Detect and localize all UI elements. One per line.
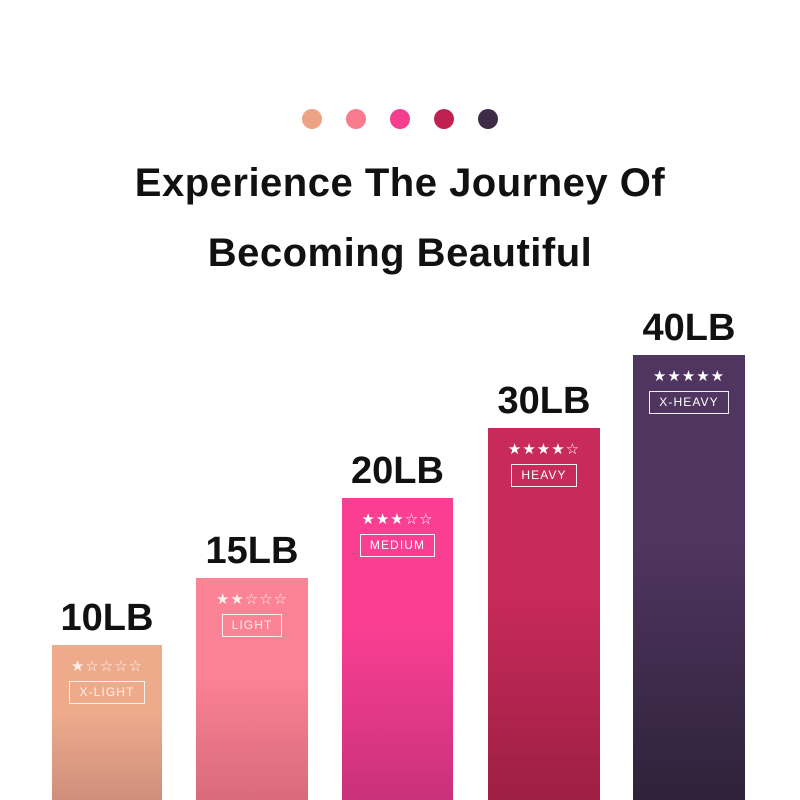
bar-badge: ★☆☆☆☆ X-LIGHT xyxy=(52,659,162,704)
dot-medium xyxy=(390,109,410,129)
headline-line-1: Experience The Journey Of xyxy=(134,161,666,205)
bar-badge: ★★☆☆☆ LIGHT xyxy=(196,592,308,637)
dot-light xyxy=(346,109,366,129)
bar-group-medium: 20LB ★★★☆☆ MEDIUM xyxy=(342,438,453,800)
level-label: X-LIGHT xyxy=(69,681,145,704)
bar-badge: ★★★☆☆ MEDIUM xyxy=(342,512,453,557)
bar-badge: ★★★★★ X-HEAVY xyxy=(633,369,745,414)
bar-group-x-heavy: 40LB ★★★★★ X-HEAVY xyxy=(633,295,745,800)
page-title: Experience The Journey Of Becoming Beaut… xyxy=(0,148,800,288)
bar-x-heavy: ★★★★★ X-HEAVY xyxy=(633,355,745,800)
bar-weight-label: 30LB xyxy=(497,380,591,422)
dot-heavy xyxy=(434,109,454,129)
star-rating-icon: ★★★★☆ xyxy=(507,441,581,458)
star-rating-icon: ★☆☆☆☆ xyxy=(70,658,144,675)
bar-heavy: ★★★★☆ HEAVY xyxy=(488,428,600,800)
bar-group-x-light: 10LB ★☆☆☆☆ X-LIGHT xyxy=(52,585,162,800)
bar-weight-label: 20LB xyxy=(351,450,444,492)
bar-light: ★★☆☆☆ LIGHT xyxy=(196,578,308,800)
star-rating-icon: ★★★★★ xyxy=(652,368,726,385)
bar-group-heavy: 30LB ★★★★☆ HEAVY xyxy=(488,368,600,800)
level-label: HEAVY xyxy=(511,464,577,487)
level-label: X-HEAVY xyxy=(649,391,729,414)
dot-x-heavy xyxy=(478,109,498,129)
bar-weight-label: 40LB xyxy=(642,307,736,349)
bar-weight-label: 10LB xyxy=(60,597,154,639)
bar-badge: ★★★★☆ HEAVY xyxy=(488,442,600,487)
star-rating-icon: ★★☆☆☆ xyxy=(215,591,289,608)
star-rating-icon: ★★★☆☆ xyxy=(361,511,434,528)
bar-x-light: ★☆☆☆☆ X-LIGHT xyxy=(52,645,162,800)
color-swatch-row xyxy=(0,108,800,130)
headline-line-2: Becoming Beautiful xyxy=(207,231,593,275)
bar-medium: ★★★☆☆ MEDIUM xyxy=(342,498,453,800)
bar-weight-label: 15LB xyxy=(205,530,299,572)
bar-group-light: 15LB ★★☆☆☆ LIGHT xyxy=(196,518,308,800)
level-label: LIGHT xyxy=(221,614,283,637)
level-label: MEDIUM xyxy=(359,534,436,557)
dot-x-light xyxy=(302,109,322,129)
